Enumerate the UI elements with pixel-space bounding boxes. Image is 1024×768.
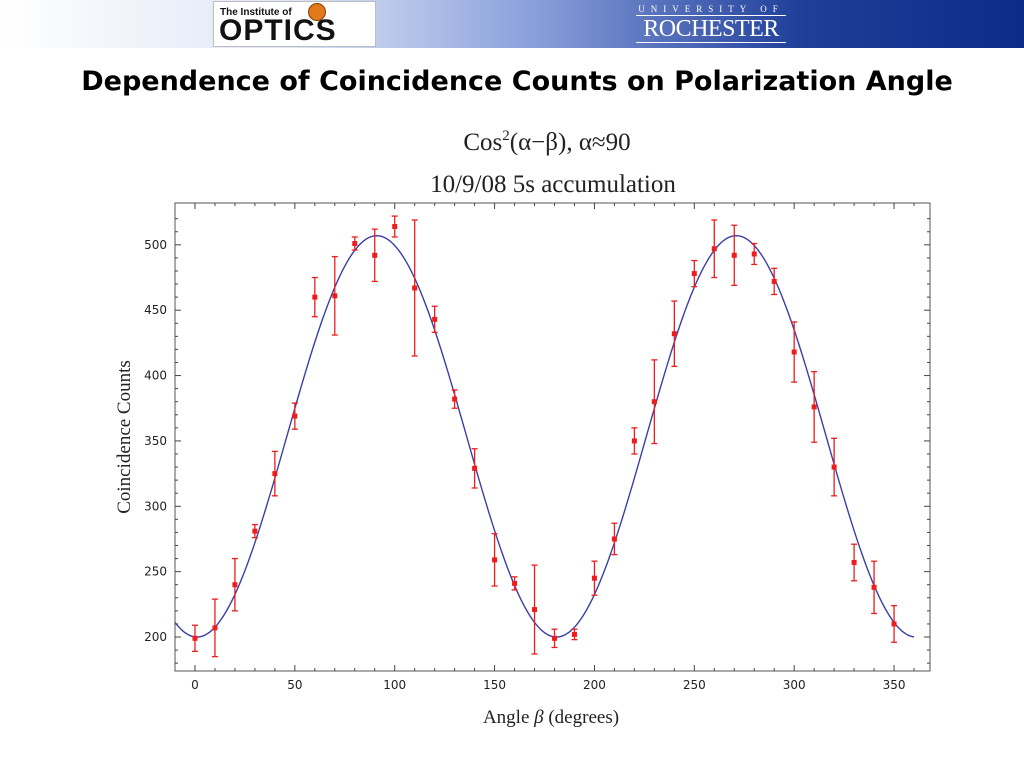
data-point xyxy=(292,413,298,419)
optics-logo-big-text: OPTICS xyxy=(219,14,337,47)
x-tick-label-0: 0 xyxy=(191,678,199,692)
logo-rule-bottom xyxy=(636,42,786,43)
logo-rule-top xyxy=(636,15,786,16)
data-point xyxy=(651,399,657,405)
data-point xyxy=(791,349,797,355)
data-point xyxy=(611,536,617,542)
data-point xyxy=(352,241,358,247)
data-point xyxy=(332,293,338,299)
y-axis-label: Coincidence Counts xyxy=(114,360,135,514)
y-tick-label-200: 200 xyxy=(144,630,167,644)
data-point xyxy=(492,557,498,563)
y-tick-label-500: 500 xyxy=(144,238,167,252)
y-tick-label-250: 250 xyxy=(144,565,167,579)
data-point xyxy=(372,252,378,258)
data-point xyxy=(392,224,398,230)
data-point xyxy=(272,471,278,477)
axes: 0 50 100 150 200 250 300 350 200 250 300 350 400 450 5… xyxy=(144,203,930,692)
data-point xyxy=(252,528,258,534)
x-tick-label-150: 150 xyxy=(483,678,506,692)
fit-curve xyxy=(174,234,915,638)
y-tick-label-350: 350 xyxy=(144,434,167,448)
data-point xyxy=(232,582,238,588)
chart-title-rest: (α−β), α≈90 xyxy=(510,129,631,156)
x-axis-label-prefix: Angle xyxy=(483,707,534,728)
chart-title-line1: Cos2(α−β), α≈90 xyxy=(463,128,630,156)
data-point xyxy=(631,438,637,444)
data-point xyxy=(571,631,577,637)
x-tick-label-100: 100 xyxy=(383,678,406,692)
data-point xyxy=(671,331,677,337)
chart-title-superscript: 2 xyxy=(502,128,510,144)
x-axis-label-symbol: β xyxy=(533,707,544,728)
slide-title: Dependence of Coincidence Counts on Pola… xyxy=(81,66,953,97)
data-points-group xyxy=(191,215,898,658)
header-bar xyxy=(0,0,1024,48)
x-tick-label-50: 50 xyxy=(287,678,302,692)
data-point xyxy=(212,625,218,631)
university-name-text: ROCHESTER xyxy=(643,16,779,42)
data-point xyxy=(811,404,817,410)
data-point xyxy=(532,607,538,613)
x-tick-label-200: 200 xyxy=(583,678,606,692)
chart-title-line2: 10/9/08 5s accumulation xyxy=(430,171,676,198)
fit-curve-group xyxy=(174,234,915,638)
data-point xyxy=(472,465,478,471)
data-point xyxy=(312,294,318,300)
y-tick-label-450: 450 xyxy=(144,303,167,317)
data-point xyxy=(192,635,198,641)
data-point xyxy=(591,575,597,581)
data-point xyxy=(452,396,458,402)
data-point xyxy=(851,559,857,565)
data-point xyxy=(691,271,697,277)
plot-frame xyxy=(174,202,931,672)
institute-of-optics-logo: The Institute of OPTICS xyxy=(213,1,376,47)
data-point xyxy=(771,278,777,284)
data-point xyxy=(412,285,418,291)
data-point xyxy=(831,464,837,470)
data-point xyxy=(891,621,897,627)
optics-logo-badge-icon xyxy=(308,3,326,21)
data-point xyxy=(512,580,518,586)
data-point xyxy=(711,246,717,252)
university-of-rochester-logo: UNIVERSITY OF ROCHESTER xyxy=(632,2,790,46)
x-axis-label-suffix: (degrees) xyxy=(544,707,619,728)
university-small-text: UNIVERSITY OF xyxy=(638,4,784,14)
chart-title-cos: Cos xyxy=(463,129,502,156)
x-tick-label-350: 350 xyxy=(883,678,906,692)
y-tick-label-300: 300 xyxy=(144,499,167,513)
optics-logo-small-text: The Institute of xyxy=(220,7,292,18)
x-tick-label-300: 300 xyxy=(783,678,806,692)
data-point xyxy=(432,316,438,322)
x-tick-label-250: 250 xyxy=(683,678,706,692)
y-tick-label-400: 400 xyxy=(144,369,167,383)
data-point xyxy=(551,635,557,641)
data-point xyxy=(871,584,877,590)
x-axis-label: Angle β (degrees) xyxy=(483,707,619,728)
data-point xyxy=(751,251,757,257)
data-point xyxy=(731,252,737,258)
